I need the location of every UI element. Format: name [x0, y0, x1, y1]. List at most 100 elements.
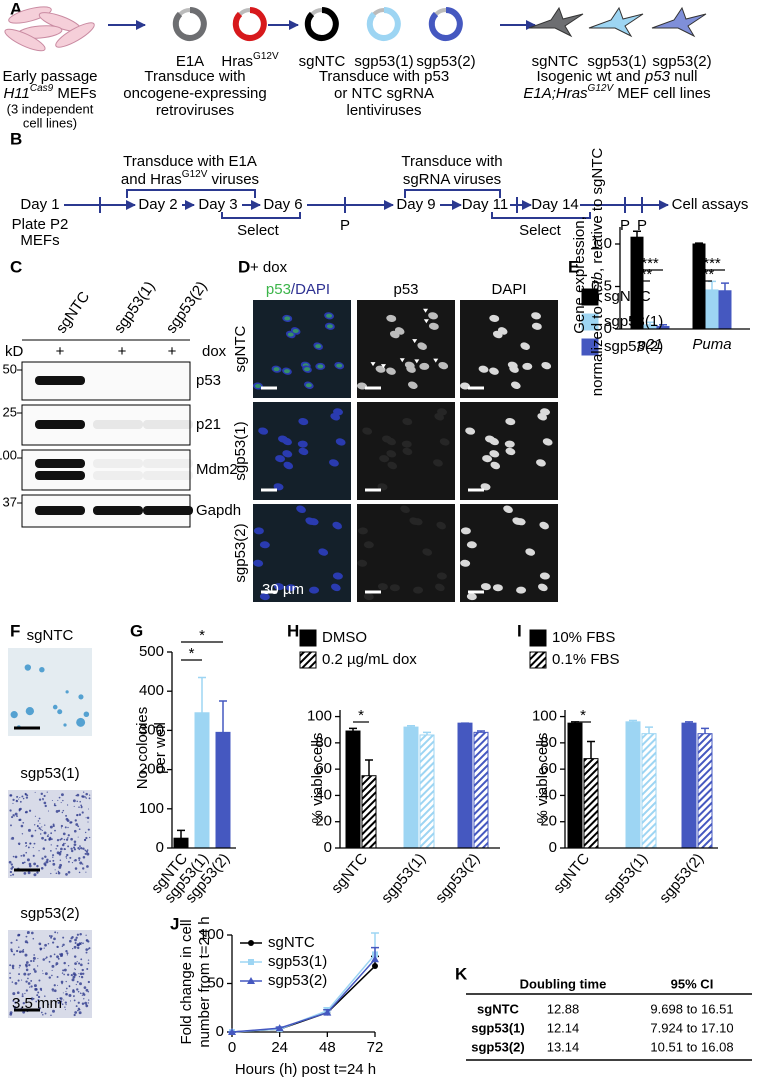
colony: [53, 984, 56, 987]
error-bar: [177, 829, 185, 839]
colony: [58, 796, 61, 799]
colony: [36, 994, 39, 997]
y-tick-label: 400: [139, 682, 164, 699]
colony: [38, 798, 42, 801]
colony: [60, 997, 63, 1000]
colony: [11, 950, 13, 953]
blot-band: [143, 420, 193, 429]
colony: [32, 959, 35, 962]
colony: [87, 980, 90, 984]
colony: [27, 932, 29, 934]
colony: [66, 857, 68, 859]
colony: [18, 973, 20, 976]
colony: [22, 1010, 26, 1014]
blot-band: [35, 376, 85, 385]
colony: [18, 798, 20, 800]
colony: [12, 855, 15, 858]
colony: [43, 801, 47, 805]
colony: [63, 848, 66, 851]
colony: [61, 982, 63, 985]
colony: [44, 804, 47, 808]
nucleus: [428, 312, 438, 320]
colony: [11, 865, 14, 869]
colony: [78, 975, 81, 978]
y-tick-label: 300: [139, 721, 164, 738]
colony: [82, 972, 85, 975]
nucleus: [489, 314, 500, 322]
colony: [11, 836, 15, 840]
nucleus: [465, 427, 476, 435]
error-bar: [645, 726, 653, 734]
cell-line-label: sgp53(2): [652, 53, 711, 70]
colony: [62, 799, 64, 802]
colony: [41, 857, 44, 860]
pointer: [352, 379, 358, 384]
nucleus: [259, 541, 270, 549]
colony: [86, 967, 89, 970]
colony: [60, 847, 63, 851]
day-label: Day 9: [396, 196, 435, 213]
colony: [54, 931, 57, 934]
nucleus: [504, 440, 515, 448]
legend-label: sgNTC: [268, 934, 315, 951]
colony: [65, 690, 69, 694]
timeline-note: sgRNA viruses: [403, 171, 501, 188]
error-bar: [721, 282, 729, 291]
legend-label: sgp53(1): [604, 313, 663, 330]
nucleus-p53: [336, 363, 343, 368]
colony: [51, 974, 53, 977]
error-bar: [349, 727, 357, 732]
bar: [419, 734, 435, 849]
colony: [22, 948, 25, 951]
nucleus: [394, 327, 405, 335]
colony: [17, 999, 20, 1002]
legend-swatch: [529, 651, 547, 669]
colony: [86, 865, 89, 868]
y-axis-label-part: normalized to: [589, 302, 606, 396]
y-tick-label: 0: [216, 1023, 224, 1040]
colony: [66, 954, 68, 956]
row-label: sgp53(2): [232, 523, 249, 582]
point: [371, 955, 379, 963]
y-axis-label: normalized to Actb, relative to sgNTC: [589, 148, 606, 397]
colony: [20, 855, 23, 857]
colony: [18, 950, 22, 954]
nucleus: [436, 521, 446, 530]
colony: [25, 844, 28, 847]
colony: [23, 872, 27, 875]
colony: [73, 1013, 76, 1017]
colony: [35, 1000, 38, 1003]
plasmid-insert: [232, 7, 267, 41]
panel-label: F: [10, 621, 20, 640]
nucleus: [386, 367, 396, 375]
colony: [39, 987, 43, 991]
colony: [14, 1001, 17, 1004]
colony: [26, 794, 29, 797]
timeline-note-part: viruses: [207, 171, 259, 188]
nucleus: [489, 437, 499, 446]
colony: [50, 872, 52, 875]
nucleus: [525, 548, 536, 556]
bar: [361, 775, 377, 849]
panel-label: J: [170, 914, 179, 933]
colony: [18, 809, 21, 812]
colony: [44, 972, 48, 976]
colony: [30, 959, 33, 963]
colony: [17, 842, 21, 846]
colony: [62, 809, 65, 812]
bar: [705, 289, 719, 330]
bracket: [126, 189, 256, 198]
protein-label: Gapdh: [196, 502, 241, 519]
colony: [81, 994, 84, 996]
nucleus: [435, 583, 445, 592]
colony: [73, 945, 77, 949]
nucleus: [434, 413, 445, 421]
colony: [56, 932, 59, 934]
legend-label: 10% FBS: [552, 629, 615, 646]
colony: [16, 795, 19, 798]
colony: [79, 932, 82, 936]
cell-icon: [4, 28, 46, 52]
colony: [9, 1012, 13, 1016]
colony: [29, 842, 32, 845]
nucleus: [258, 427, 269, 435]
